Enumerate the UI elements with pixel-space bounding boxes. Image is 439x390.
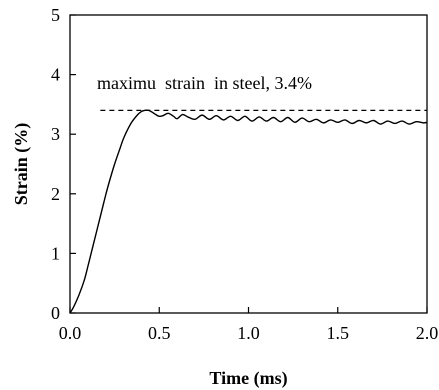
y-tick-label: 4	[51, 65, 60, 85]
max-strain-annotation: maximu strain in steel, 3.4%	[97, 73, 312, 93]
x-tick-label: 0.5	[148, 323, 171, 343]
x-tick-label: 2.0	[416, 323, 439, 343]
y-tick-label: 1	[51, 243, 60, 263]
x-axis-ticks: 0.0 0.5 1.0 1.5 2.0	[59, 307, 439, 343]
y-tick-label: 3	[51, 124, 60, 144]
y-axis-title: Strain (%)	[11, 123, 32, 206]
y-axis-ticks: 0 1 2 3 4 5	[51, 5, 76, 323]
x-tick-label: 1.5	[327, 323, 350, 343]
strain-curve	[69, 109, 428, 314]
y-tick-label: 5	[51, 5, 60, 25]
y-tick-label: 0	[51, 303, 60, 323]
x-axis-title: Time (ms)	[209, 368, 287, 389]
x-tick-label: 1.0	[237, 323, 260, 343]
x-tick-label: 0.0	[59, 323, 82, 343]
y-tick-label: 2	[51, 184, 60, 204]
plot-area-frame	[69, 14, 428, 314]
